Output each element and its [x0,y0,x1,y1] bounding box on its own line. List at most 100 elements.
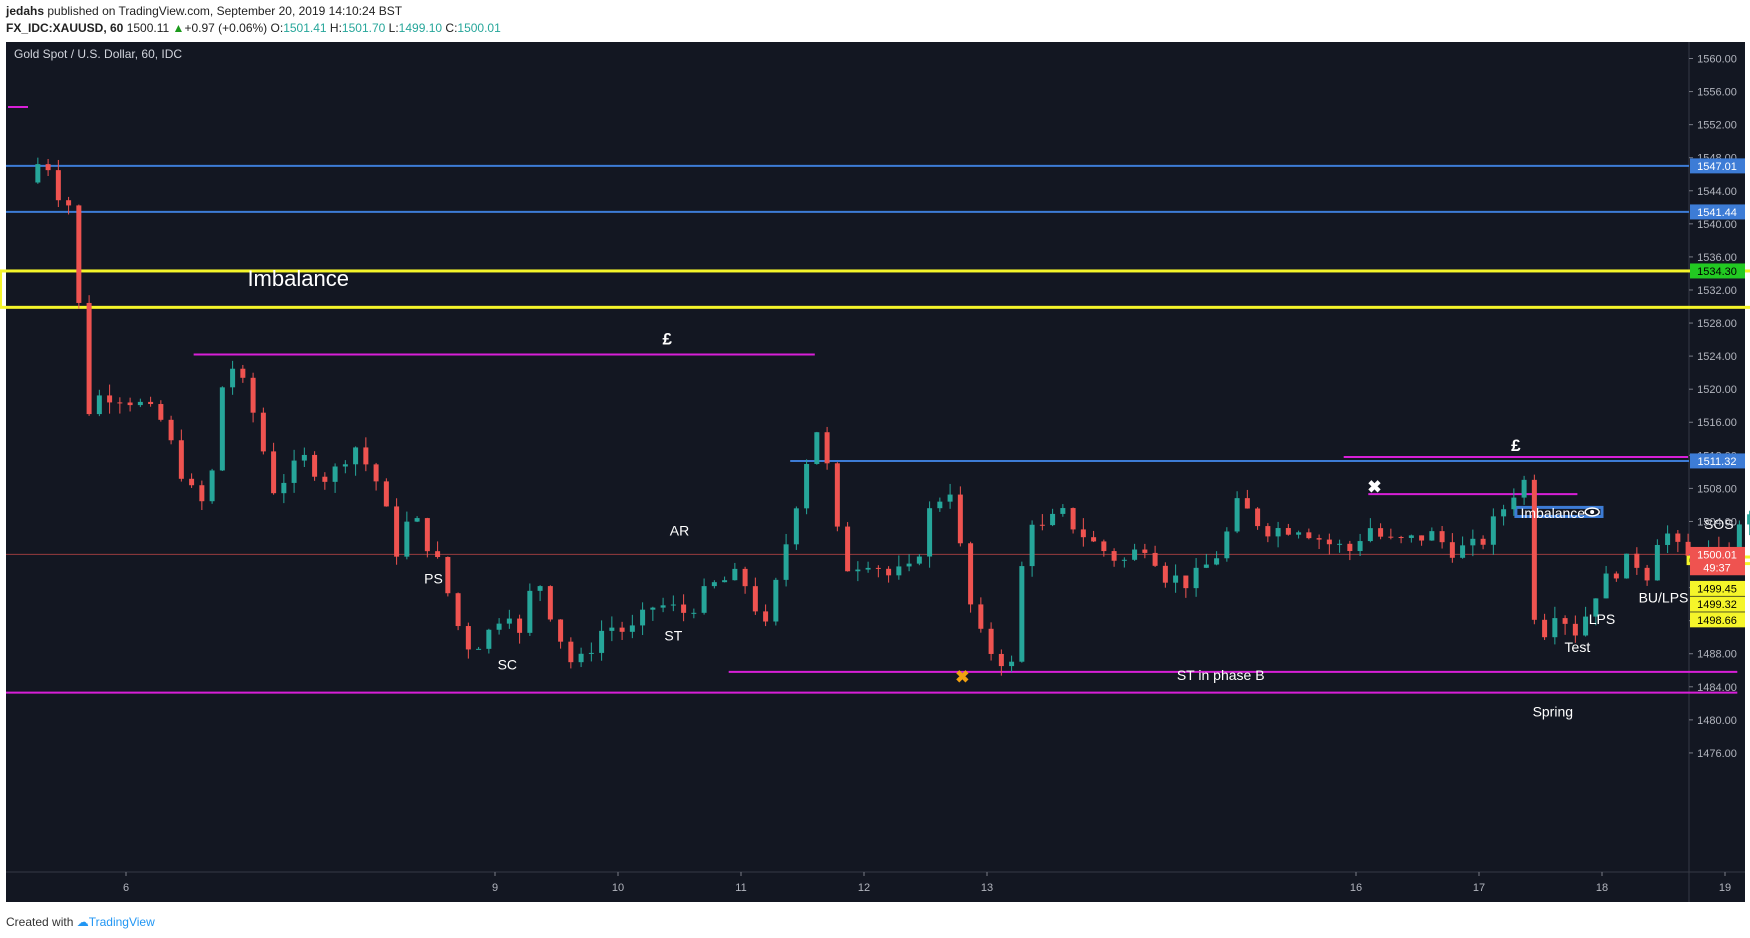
close-value: 1500.01 [457,21,501,35]
candle-up [137,401,143,406]
candle-up [1132,549,1138,560]
price-axis-label: 1524.00 [1697,351,1737,363]
time-axis[interactable]: 6910111213161718192023 [123,872,1750,894]
candle-down [240,368,246,378]
price-tags: 1547.01 1541.44 1534.30 1511.32 1500.01 49:37… [1690,158,1745,628]
price-axis-label: 1488.00 [1697,649,1737,661]
candle-down [435,551,441,558]
candle-up [650,607,656,610]
candle-up [814,432,820,464]
candle-down [322,476,328,482]
price-tag-box [1690,263,1745,279]
candle-down [1542,619,1548,638]
candle-up [927,508,933,557]
candle-down [363,447,369,465]
candle-up [804,463,810,509]
annotation-label: SOS [1704,516,1734,532]
candle-up [219,387,225,471]
price-tag-box [1690,453,1745,469]
time-axis-label: 18 [1596,882,1608,894]
candle-down [568,641,574,663]
created-with-label: Created with [6,915,74,929]
candle-down [547,586,553,620]
candle-down [199,485,205,502]
candle-down [1183,575,1189,589]
candle-up [1121,559,1127,561]
symbol-line: FX_IDC:XAUUSD, 60 1500.11 ▲+0.97 (+0.06%… [6,21,501,35]
annotation-label: ✖ [955,668,969,687]
candle-up [35,164,41,183]
candle-up [1521,479,1527,498]
candle-down [86,302,92,415]
price-axis-label: 1540.00 [1697,219,1737,231]
candle-up [486,629,492,649]
candle-down [1634,553,1640,568]
price-tag-label: 1547.01 [1697,161,1737,173]
candle-up [496,623,502,630]
price-tag-box [1690,546,1745,562]
candle-up [670,604,676,606]
candle-up [1019,566,1025,662]
tradingview-logo-text[interactable]: TradingView [88,915,155,929]
box-yellow-range [1686,555,1750,566]
candle-up [332,466,338,482]
candle-up [281,482,287,494]
eye-pupil [1590,509,1595,514]
candle-up [722,580,728,583]
candle-up [865,567,871,570]
candle-up [353,447,359,465]
price-tag-box [1690,612,1745,628]
time-axis-label: 12 [858,882,870,894]
candle-down [1480,538,1486,545]
candle-up [732,568,738,581]
candle-down [189,478,195,486]
candle-down [1388,536,1394,538]
candle-down [127,402,133,406]
candle-down [1285,528,1291,535]
candle-up [1367,528,1373,542]
candle-up [937,501,943,509]
candle-down [968,543,974,605]
candle-down [424,518,430,552]
annotation-label: BU/LPS [1639,589,1689,605]
tradingview-logo-icon: ☁ [76,915,89,929]
annotation-label: Spring [1533,704,1573,720]
price-axis-label: 1556.00 [1697,87,1737,99]
candle-up [230,368,236,388]
candle-down [1316,538,1322,540]
candle-down [1439,531,1445,543]
candle-down [1398,537,1404,539]
candle-down [742,568,748,587]
candle-up [1583,616,1589,636]
candle-up [506,618,512,624]
horizontal-levels [6,164,1750,694]
open-value: 1501.41 [283,21,327,35]
candle-up [609,627,615,631]
candle-up [1408,535,1414,538]
author-name[interactable]: jedahs [6,4,45,18]
candle-up [1490,516,1496,545]
price-axis-label: 1528.00 [1697,318,1737,330]
candle-down [178,440,184,479]
candle-down [517,618,523,633]
price-tag-label: 1534.30 [1697,266,1737,278]
candle-down [1091,537,1097,542]
price-chart[interactable]: MitigatedOpen orderImbalance££✖ARPSSTSC✖… [0,42,1750,910]
price-tag-label: 1500.01 [1697,549,1737,561]
candle-up [578,653,584,663]
price-tag-label: 49:37 [1703,563,1731,575]
annotation-label: £ [1511,436,1521,455]
price-axis-label: 1504.00 [1697,516,1737,528]
candle-up [1511,497,1517,510]
candle-down [752,586,758,612]
candle-up [1460,545,1466,558]
time-axis-label: 16 [1350,882,1362,894]
candle-down [373,464,379,482]
candle-down [1070,508,1076,530]
last-price: 1500.11 [126,21,170,35]
candle-up [660,605,666,608]
publish-info: published on TradingView.com, September … [47,4,403,18]
candle-up [1429,531,1435,541]
candle-down [1326,539,1332,545]
candle-down [445,557,451,594]
